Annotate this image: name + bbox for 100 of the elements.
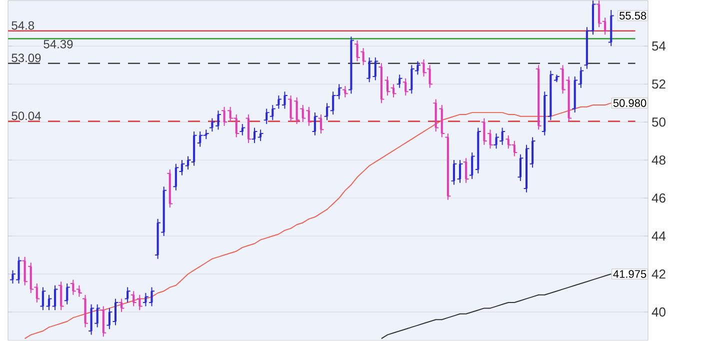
candlestick: [288, 95, 294, 123]
candlestick: [88, 304, 95, 336]
candlestick: [318, 114, 324, 134]
candlestick: [112, 298, 119, 326]
candlestick: [172, 164, 180, 192]
candlestick: [82, 294, 88, 328]
candlestick: [190, 131, 198, 166]
candlestick: [596, 0, 602, 28]
candlestick: [184, 156, 192, 170]
annotation: 50.980: [613, 99, 646, 108]
candlestick: [245, 114, 252, 144]
candlestick: [10, 270, 16, 284]
candlestick: [450, 160, 458, 186]
y-tick-label: 46: [652, 194, 666, 203]
candlestick: [414, 60, 421, 76]
candlestick: [372, 57, 379, 81]
candlestick: [360, 48, 367, 66]
candlestick: [402, 78, 409, 96]
candlestick: [58, 281, 64, 311]
annotation: 41.975: [613, 270, 646, 278]
ref-line-label: 54.8: [12, 21, 34, 30]
ref-line-label: 53.09: [12, 54, 41, 62]
candlestick: [76, 285, 82, 298]
y-tick-label: 42: [652, 270, 666, 279]
candlestick: [294, 97, 300, 125]
candlestick: [324, 102, 330, 121]
candlestick: [480, 118, 488, 146]
y-tick-label: 50: [652, 118, 666, 127]
candlestick: [215, 110, 222, 130]
candlestick: [354, 40, 360, 62]
candlestick: [444, 133, 452, 201]
candlestick: [282, 91, 288, 110]
candlestick: [300, 104, 306, 123]
candlestick: [257, 129, 264, 142]
candlestick: [46, 294, 52, 311]
candlestick: [554, 74, 560, 83]
candlestick: [239, 124, 246, 136]
candlestick: [306, 106, 312, 127]
candlestick: [432, 98, 440, 132]
candlestick: [136, 294, 143, 311]
candlestick: [493, 133, 500, 150]
candlestick: [578, 66, 584, 89]
candlestick: [608, 10, 614, 47]
candlestick: [342, 86, 348, 98]
candlestick: [166, 169, 174, 208]
candlestick: [523, 144, 530, 193]
candlestick: [378, 62, 385, 104]
y-tick-label: 40: [652, 308, 666, 317]
candlestick: [529, 136, 536, 168]
candlestick: [312, 112, 318, 136]
candlestick: [456, 160, 464, 184]
y-tick-label: 54: [652, 42, 666, 51]
candlestick: [602, 17, 608, 36]
candlestick: [263, 108, 270, 125]
candlestick: [547, 70, 554, 121]
y-tick-label: 44: [652, 232, 666, 241]
candlestick: [474, 127, 482, 174]
candlestick: [572, 76, 578, 114]
candlestick: [100, 306, 107, 338]
candlestick: [251, 127, 258, 144]
candlestick: [154, 218, 162, 260]
candlestick: [70, 279, 76, 296]
candlestick: [408, 64, 415, 94]
candlestick: [221, 106, 228, 127]
candlestick: [22, 256, 28, 286]
candlestick: [462, 158, 470, 184]
candlestick: [16, 256, 22, 284]
candlestick: [420, 59, 427, 78]
candlestick: [130, 290, 137, 307]
candlestick: [468, 152, 476, 180]
ref-line-label: 50.04: [12, 112, 41, 120]
candlestick: [499, 127, 506, 146]
candlestick: [396, 74, 403, 89]
candlestick: [384, 76, 391, 96]
candlestick: [124, 286, 131, 304]
candlestick: [34, 283, 40, 304]
candlestick: [208, 118, 216, 132]
text: 55.58: [620, 12, 646, 20]
candlestick: [118, 298, 125, 313]
candlestick: [426, 64, 434, 89]
ref-line-label: 54.39: [44, 40, 73, 49]
candlestick: [541, 91, 548, 136]
candlestick: [566, 76, 572, 123]
candlestick: [40, 286, 46, 311]
candlestick: [94, 304, 101, 328]
candlestick: [142, 292, 149, 307]
y-tick-label: 48: [652, 156, 666, 165]
candlestick: [148, 286, 155, 307]
candlestick: [348, 36, 354, 94]
candlestick: [178, 160, 186, 176]
candlestick: [438, 104, 446, 138]
candlestick: [106, 308, 113, 330]
candlestick: [560, 64, 566, 94]
candlestick: [52, 285, 58, 311]
candlestick: [390, 84, 397, 98]
candlestick: [517, 154, 524, 182]
candlestick: [64, 283, 70, 306]
candlestick: [535, 64, 542, 130]
candlestick: [487, 129, 494, 150]
candlestick: [28, 262, 34, 294]
